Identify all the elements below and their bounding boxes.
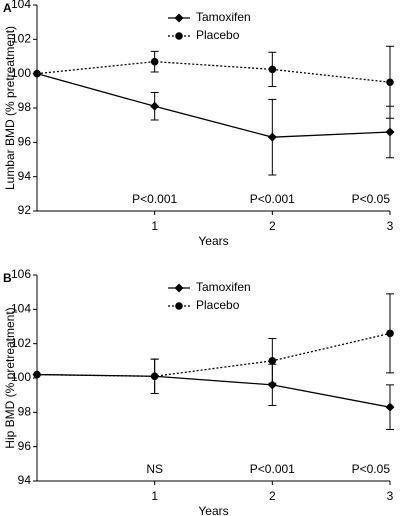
x-tick-label: 1: [151, 489, 158, 503]
annotation: P<0.001: [132, 192, 177, 206]
legend-marker: [174, 283, 184, 293]
x-tick-label: 2: [269, 219, 276, 233]
x-axis-label: Years: [198, 504, 228, 516]
y-tick-label: 106: [11, 267, 31, 281]
annotation: P<0.05: [352, 192, 391, 206]
y-tick-label: 104: [11, 302, 31, 316]
x-tick-label: 3: [387, 219, 394, 233]
y-tick-label: 96: [18, 439, 32, 453]
panel-label: A: [3, 1, 12, 15]
marker: [150, 372, 159, 381]
y-tick-label: 100: [11, 66, 31, 80]
y-tick-label: 96: [18, 135, 32, 149]
x-tick-label: 3: [387, 489, 394, 503]
marker: [268, 65, 277, 74]
x-tick-label: 2: [269, 489, 276, 503]
y-tick-label: 92: [18, 203, 32, 217]
y-tick-label: 100: [11, 370, 31, 384]
marker: [33, 69, 41, 78]
legend-label: Placebo: [196, 28, 240, 42]
y-axis-label: Hip BMD (% pretreatment): [3, 307, 17, 448]
y-tick-label: 102: [11, 32, 31, 46]
marker: [150, 57, 159, 66]
annotation: P<0.05: [352, 462, 391, 476]
marker: [267, 132, 277, 142]
marker: [386, 78, 394, 87]
legend-marker: [175, 302, 183, 310]
y-tick-label: 98: [18, 100, 32, 114]
legend-label: Tamoxifen: [196, 10, 251, 24]
series-line: [36, 373, 391, 408]
marker: [33, 370, 41, 379]
marker: [150, 101, 160, 111]
marker: [386, 329, 394, 338]
annotation: P<0.001: [250, 192, 295, 206]
series-line: [36, 73, 391, 138]
marker: [268, 357, 277, 365]
series-line: [36, 60, 391, 83]
marker: [385, 127, 395, 137]
x-tick-label: 1: [151, 219, 158, 233]
marker: [385, 402, 395, 412]
y-tick-label: 98: [18, 405, 32, 419]
series-line: [36, 332, 391, 377]
legend-label: Tamoxifen: [196, 280, 251, 294]
y-tick-label: 102: [11, 336, 31, 350]
x-axis-label: Years: [198, 234, 228, 248]
y-tick-label: 104: [11, 0, 31, 11]
legend-label: Placebo: [196, 298, 240, 312]
y-axis-label: Lumbar BMD (% pretreatment): [3, 26, 17, 190]
y-tick-label: 94: [18, 169, 32, 183]
annotation: NS: [146, 462, 163, 476]
legend-marker: [174, 13, 184, 23]
annotation: P<0.001: [250, 462, 295, 476]
legend-marker: [175, 32, 183, 40]
marker: [267, 380, 277, 390]
panel-label: B: [3, 271, 12, 285]
y-tick-label: 94: [18, 473, 32, 487]
